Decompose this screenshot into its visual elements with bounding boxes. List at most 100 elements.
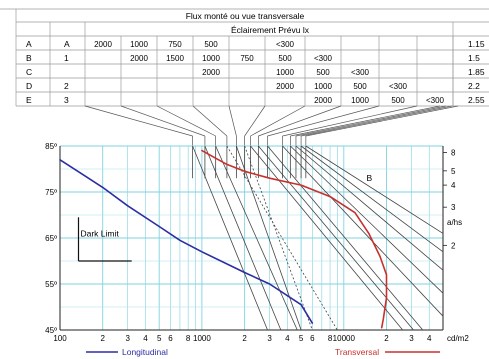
table-ratio: 1.85 <box>468 67 485 77</box>
table-ratio: 1.5 <box>468 53 480 63</box>
x-tick-label: 3 <box>267 334 272 343</box>
x-unit-label: cd/m2 <box>447 334 469 343</box>
table-cell: 500 <box>278 54 292 63</box>
limit-line <box>258 145 414 331</box>
connector-line <box>244 105 266 137</box>
table-cell: 500 <box>391 96 405 105</box>
table-cell: 2000 <box>94 40 112 49</box>
table-row-group: 2 <box>64 81 69 91</box>
table-cell: 1500 <box>166 54 184 63</box>
table-cell: <300 <box>276 40 295 49</box>
limit-line <box>290 145 444 294</box>
connector-line <box>295 105 447 137</box>
y-tick-label: 45º <box>45 326 57 335</box>
connector-line <box>250 105 306 137</box>
x-tick-label: 5 <box>157 334 162 343</box>
connector-line <box>84 105 193 137</box>
connector-line <box>228 105 237 137</box>
connector-line <box>120 105 206 137</box>
x-tick-label: 1000 <box>193 334 211 343</box>
table-cell: 750 <box>168 40 182 49</box>
x-tick-label: 100 <box>53 334 67 343</box>
table-cell: 500 <box>353 82 367 91</box>
y-tick-label: 55º <box>45 280 57 289</box>
table-subheader: Éclairement Prévu lx <box>231 25 310 35</box>
x-tick-label: 4 <box>285 334 290 343</box>
table-cell: 750 <box>240 54 254 63</box>
connector-line <box>258 105 342 137</box>
table-cell: 2000 <box>276 82 294 91</box>
limit-line <box>215 145 298 331</box>
legend-label-longitudinal: Longitudinal <box>122 347 168 357</box>
table-cell: <300 <box>389 82 408 91</box>
right-axis-tick-label: 3 <box>451 203 456 212</box>
table-ratio: 1.15 <box>468 39 485 49</box>
legend-label-transversal: Transversal <box>335 347 379 357</box>
limit-line <box>295 145 444 271</box>
series-line-longitudinal <box>59 159 314 324</box>
table-row-id: E <box>26 95 32 105</box>
connector-line <box>301 105 453 137</box>
table-row-group: A <box>64 39 70 49</box>
table-cell: 500 <box>316 68 330 77</box>
table-row-id: C <box>26 67 32 77</box>
x-tick-label: 3 <box>125 334 130 343</box>
table-cell: 1000 <box>130 40 148 49</box>
connector-line <box>156 105 216 137</box>
limit-line <box>282 145 444 317</box>
connector-line <box>305 105 459 137</box>
connector-line <box>192 105 228 137</box>
table-connector-lines <box>84 105 459 146</box>
y-tick-label: 85º <box>45 142 57 151</box>
table-cell: 500 <box>204 40 218 49</box>
x-tick-label: 2 <box>100 334 105 343</box>
table-cell: 1000 <box>202 54 220 63</box>
table-row-group: 1 <box>64 53 69 63</box>
x-tick-label: 5 <box>299 334 304 343</box>
chart-annotation: B <box>367 173 373 183</box>
table-cell: <300 <box>351 68 370 77</box>
illuminance-table: Flux monté ou vue transversale Éclairemen… <box>0 8 489 107</box>
limit-line <box>244 145 313 331</box>
right-axis-label: a/hs <box>447 218 462 227</box>
y-tick-label: 75º <box>45 188 57 197</box>
table-cell: 1000 <box>314 82 332 91</box>
luminance-chart: 100 2 3 4 5 6 8 1000 2 3 4 5 6 8 10000 2 3 4 cd/m285º75º65… <box>45 142 469 357</box>
right-axis-tick-label: 8 <box>451 148 456 157</box>
right-axis-tick-label: 2 <box>451 241 456 250</box>
x-tick-label: 6 <box>168 334 173 343</box>
table-row-id: B <box>26 53 32 63</box>
table-row-id: D <box>26 81 32 91</box>
connector-line <box>290 105 441 137</box>
connector-line <box>282 105 418 137</box>
table-cell: <300 <box>314 54 333 63</box>
table-cell: 1000 <box>276 68 294 77</box>
limit-line <box>300 145 444 253</box>
chart-annotation: Dark Limit <box>80 228 119 238</box>
table-row-id: A <box>26 39 32 49</box>
x-tick-label: 10000 <box>333 334 356 343</box>
x-tick-label: 4 <box>427 334 432 343</box>
table-cell: 1000 <box>351 96 369 105</box>
series-line-transversal <box>201 149 388 329</box>
connector-line <box>267 105 380 137</box>
table-title: Flux monté ou vue transversale <box>186 11 305 21</box>
x-tick-label: 2 <box>384 334 389 343</box>
limit-line <box>236 145 302 331</box>
x-tick-label: 2 <box>242 334 247 343</box>
x-tick-label: 8 <box>328 334 333 343</box>
limit-line <box>305 145 444 234</box>
table-ratio: 2.55 <box>468 95 485 105</box>
right-axis-tick-label: 4 <box>451 181 456 190</box>
limit-line <box>204 145 282 331</box>
table-row-group: 3 <box>64 95 69 105</box>
table-cell: 2000 <box>130 54 148 63</box>
x-tick-label: 6 <box>310 334 315 343</box>
limit-line <box>250 145 404 331</box>
table-cell: 2000 <box>202 68 220 77</box>
table-cell: <300 <box>426 96 445 105</box>
y-tick-label: 65º <box>45 234 57 243</box>
table-cell: 2000 <box>314 96 332 105</box>
right-axis-tick-label: 5 <box>451 167 456 176</box>
